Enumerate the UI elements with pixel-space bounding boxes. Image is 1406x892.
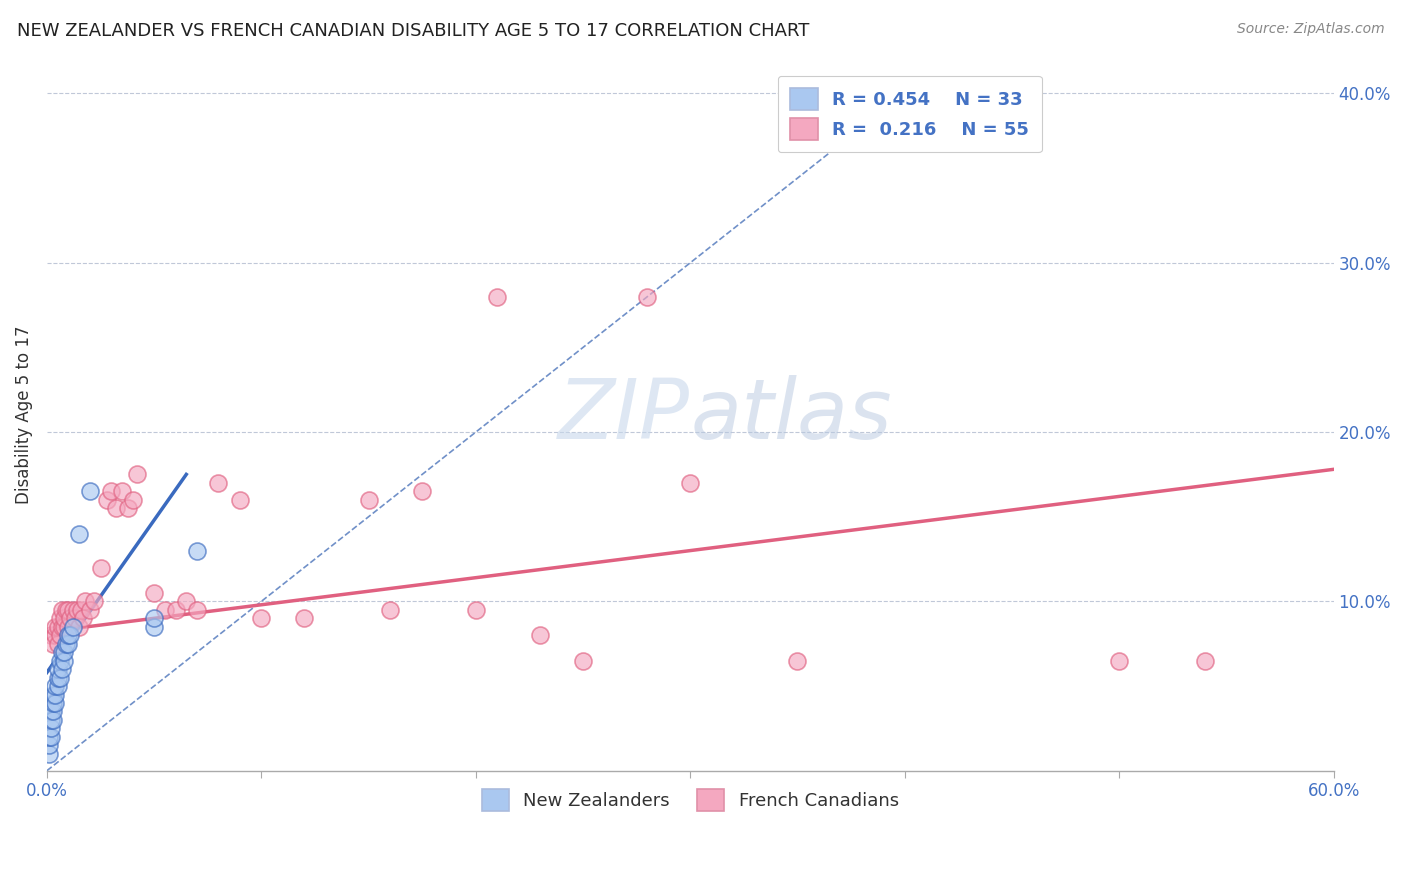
Point: [153, 603, 176, 617]
Point: [62, 603, 84, 617]
Point: [53, 611, 76, 625]
Point: [66, 603, 89, 617]
Point: [83, 594, 105, 608]
Point: [292, 611, 315, 625]
Point: [46, 637, 69, 651]
Point: [529, 628, 551, 642]
Point: [121, 492, 143, 507]
Point: [53, 620, 76, 634]
Point: [39, 722, 62, 736]
Point: [46, 679, 69, 693]
Point: [46, 671, 69, 685]
Text: atlas: atlas: [690, 375, 891, 456]
Point: [42, 705, 65, 719]
Point: [39, 730, 62, 744]
Point: [39, 628, 62, 642]
Point: [89, 560, 111, 574]
Point: [100, 484, 122, 499]
Point: [53, 645, 76, 659]
Point: [786, 654, 808, 668]
Point: [679, 475, 702, 490]
Point: [59, 628, 82, 642]
Point: [229, 492, 252, 507]
Point: [79, 603, 101, 617]
Point: [44, 628, 66, 642]
Point: [49, 671, 72, 685]
Point: [72, 611, 94, 625]
Point: [70, 603, 93, 617]
Point: [1194, 654, 1216, 668]
Point: [1108, 654, 1130, 668]
Point: [39, 705, 62, 719]
Point: [165, 603, 187, 617]
Point: [44, 688, 66, 702]
Point: [174, 594, 197, 608]
Point: [186, 603, 208, 617]
Point: [44, 696, 66, 710]
Point: [58, 637, 80, 651]
Point: [111, 484, 134, 499]
Point: [75, 594, 97, 608]
Point: [62, 620, 84, 634]
Point: [411, 484, 433, 499]
Point: [143, 620, 166, 634]
Point: [96, 492, 118, 507]
Point: [67, 620, 90, 634]
Point: [378, 603, 401, 617]
Point: [79, 484, 101, 499]
Point: [67, 526, 90, 541]
Point: [51, 603, 73, 617]
Point: [42, 688, 65, 702]
Point: [39, 713, 62, 727]
Point: [49, 654, 72, 668]
Point: [104, 501, 127, 516]
Point: [44, 620, 66, 634]
Point: [143, 611, 166, 625]
Text: ZIP: ZIP: [558, 375, 690, 456]
Text: Source: ZipAtlas.com: Source: ZipAtlas.com: [1237, 22, 1385, 37]
Point: [357, 492, 380, 507]
Point: [38, 747, 60, 761]
Point: [58, 603, 80, 617]
Point: [207, 475, 229, 490]
Point: [55, 603, 77, 617]
Point: [464, 603, 486, 617]
Point: [51, 645, 73, 659]
Point: [38, 730, 60, 744]
Point: [55, 637, 77, 651]
Legend: New Zealanders, French Canadians: New Zealanders, French Canadians: [467, 775, 912, 826]
Point: [51, 662, 73, 676]
Point: [250, 611, 273, 625]
Point: [49, 628, 72, 642]
Point: [46, 662, 69, 676]
Point: [51, 620, 73, 634]
Point: [572, 654, 595, 668]
Point: [49, 611, 72, 625]
Point: [58, 620, 80, 634]
Point: [42, 637, 65, 651]
Point: [125, 467, 148, 482]
Point: [44, 679, 66, 693]
Point: [63, 611, 86, 625]
Point: [42, 713, 65, 727]
Point: [58, 628, 80, 642]
Point: [486, 290, 509, 304]
Point: [636, 290, 658, 304]
Point: [117, 501, 139, 516]
Point: [143, 586, 166, 600]
Point: [59, 611, 82, 625]
Text: NEW ZEALANDER VS FRENCH CANADIAN DISABILITY AGE 5 TO 17 CORRELATION CHART: NEW ZEALANDER VS FRENCH CANADIAN DISABIL…: [17, 22, 810, 40]
Point: [186, 543, 208, 558]
Point: [46, 620, 69, 634]
Point: [53, 654, 76, 668]
Y-axis label: Disability Age 5 to 17: Disability Age 5 to 17: [15, 326, 32, 504]
Point: [851, 120, 873, 135]
Point: [38, 739, 60, 753]
Point: [42, 696, 65, 710]
